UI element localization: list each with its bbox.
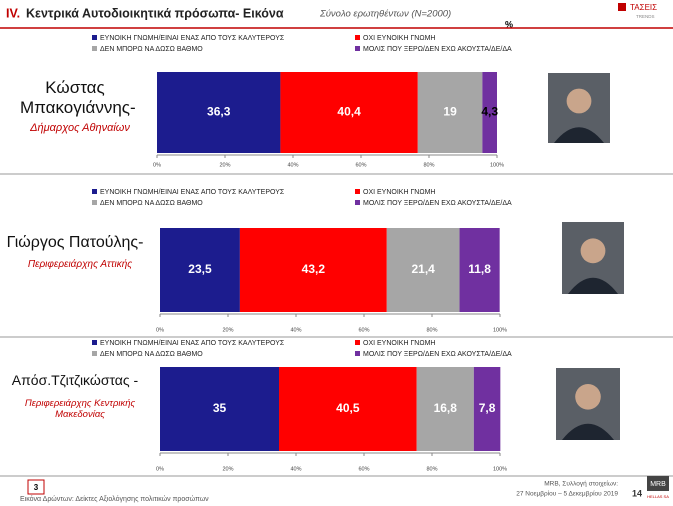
value-label: 4,3 — [481, 105, 498, 119]
x-tick-label: 20% — [222, 327, 233, 333]
unit: % — [505, 19, 513, 29]
x-tick-label: 100% — [490, 162, 504, 168]
bar-segment — [386, 228, 460, 312]
title-number: IV. — [6, 6, 20, 20]
legend-swatch — [355, 340, 360, 345]
x-tick-label: 80% — [423, 162, 434, 168]
photo-body — [554, 127, 604, 143]
value-label: 36,3 — [207, 105, 231, 119]
value-label: 16,8 — [434, 401, 458, 415]
value-label: 19 — [443, 105, 457, 119]
legend-swatch — [355, 351, 360, 356]
x-tick-label: 0% — [156, 327, 164, 333]
x-tick-label: 0% — [153, 162, 161, 168]
x-tick-label: 100% — [493, 327, 507, 333]
legend-label: ΟΧΙ ΕΥΝΟΙΚΗ ΓΝΩΜΗ — [363, 189, 436, 196]
page-box — [27, 479, 45, 495]
logo-sub: TRENDS — [636, 14, 655, 19]
legend-label: ΔΕΝ ΜΠΟΡΩ ΝΑ ΔΩΣΩ ΒΑΘΜΟ — [100, 351, 203, 358]
x-tick-label: 40% — [287, 162, 298, 168]
value-label: 40,5 — [336, 401, 360, 415]
value-label: 35 — [213, 401, 227, 415]
legend-swatch — [355, 35, 360, 40]
x-tick-label: 40% — [290, 466, 301, 472]
value-label: 11,8 — [468, 262, 491, 276]
person-role: Περιφερειάρχης Κεντρικής Μακεδονίας — [24, 398, 136, 420]
x-tick-label: 40% — [290, 327, 301, 333]
footer-source: MRB, Συλλογή στοιχείων: — [544, 480, 618, 488]
photo-head — [580, 238, 606, 264]
bar-segment — [416, 367, 474, 451]
legend-label: ΜΟΛΙΣ ΠΟΥ ΞΕΡΩ/ΔΕΝ ΕΧΩ ΑΚΟΥΣΤΑ/ΔΕ/ΔΑ — [363, 200, 512, 207]
bar-segment — [417, 72, 483, 153]
legend-swatch — [92, 200, 97, 205]
photo-body — [568, 277, 618, 294]
legend-label: ΜΟΛΙΣ ΠΟΥ ΞΕΡΩ/ΔΕΝ ΕΧΩ ΑΚΟΥΣΤΑ/ΔΕ/ΔΑ — [363, 46, 512, 53]
bar-segment — [279, 367, 417, 451]
value-label: 43,2 — [302, 262, 326, 276]
legend-swatch — [92, 189, 97, 194]
legend-swatch — [92, 351, 97, 356]
legend-label: ΕΥΝΟΙΚΗ ΓΝΩΜΗ/ΕΙΝΑΙ ΕΝΑΣ ΑΠΟ ΤΟΥΣ ΚΑΛΥΤΕ… — [100, 35, 285, 42]
page-number: 14 — [632, 488, 642, 498]
footer-dates: 27 Νοεμβρίου – 5 Δεκεμβρίου 2019 — [516, 490, 618, 498]
value-label: 23,5 — [188, 262, 212, 276]
x-tick-label: 60% — [358, 466, 369, 472]
bar-segment — [160, 228, 240, 312]
legend-swatch — [92, 35, 97, 40]
x-tick-label: 80% — [426, 466, 437, 472]
x-tick-label: 80% — [426, 327, 437, 333]
x-tick-label: 20% — [219, 162, 230, 168]
value-label: 21,4 — [411, 262, 435, 276]
photo-body — [562, 423, 614, 440]
mrb-logo-box — [647, 476, 669, 491]
title: Κεντρικά Αυτοδιοικητικά πρόσωπα- Εικόνα — [26, 6, 284, 20]
footer-caption: Εικόνα Δρώντων: Δείκτες Αξιολόγησης πολι… — [20, 495, 209, 503]
logo: ΤΑΣΕΙΣ — [630, 3, 657, 12]
logo-mark — [618, 3, 626, 11]
bar-segment — [482, 72, 497, 153]
bar-segment — [160, 367, 279, 451]
legend-label: ΟΧΙ ΕΥΝΟΙΚΗ ΓΝΩΜΗ — [363, 340, 436, 347]
mrb-logo: MRB — [650, 481, 666, 488]
legend-label: ΜΟΛΙΣ ΠΟΥ ΞΕΡΩ/ΔΕΝ ΕΧΩ ΑΚΟΥΣΤΑ/ΔΕ/ΔΑ — [363, 351, 512, 358]
person-name: Κώστας Μπακογιάννης- — [20, 78, 136, 118]
legend-swatch — [355, 46, 360, 51]
bar-segment — [157, 72, 281, 153]
bar-segment — [239, 228, 387, 312]
legend-swatch — [355, 189, 360, 194]
legend-label: ΟΧΙ ΕΥΝΟΙΚΗ ΓΝΩΜΗ — [363, 35, 436, 42]
bar-segment — [280, 72, 418, 153]
value-label: 7,8 — [479, 401, 496, 415]
legend-label: ΕΥΝΟΙΚΗ ΓΝΩΜΗ/ΕΙΝΑΙ ΕΝΑΣ ΑΠΟ ΤΟΥΣ ΚΑΛΥΤΕ… — [100, 189, 285, 196]
photo-head — [566, 88, 592, 114]
subtitle: Σύνολο ερωτηθέντων (Ν=2000) — [319, 9, 451, 20]
legend-label: ΔΕΝ ΜΠΟΡΩ ΝΑ ΔΩΣΩ ΒΑΘΜΟ — [100, 200, 203, 207]
person-role: Δήμαρχος Αθηναίων — [30, 122, 130, 134]
x-tick-label: 0% — [156, 466, 164, 472]
legend-swatch — [92, 340, 97, 345]
person-name: Απόσ.Τζιτζικώστας - — [11, 372, 139, 388]
mrb-logo-sub: HELLAS SA — [647, 494, 669, 499]
photo-head — [575, 384, 601, 410]
bar-segment — [473, 367, 501, 451]
x-tick-label: 60% — [355, 162, 366, 168]
x-tick-label: 60% — [358, 327, 369, 333]
legend-label: ΔΕΝ ΜΠΟΡΩ ΝΑ ΔΩΣΩ ΒΑΘΜΟ — [100, 46, 203, 53]
person-name: Γιώργος Πατούλης- — [6, 234, 144, 251]
legend-swatch — [355, 200, 360, 205]
person-role: Περιφερειάρχης Αττικής — [27, 259, 133, 270]
value-label: 40,4 — [337, 105, 361, 119]
legend-swatch — [92, 46, 97, 51]
page-box-text: 3 — [34, 483, 39, 492]
bar-segment — [459, 228, 500, 312]
x-tick-label: 100% — [493, 466, 507, 472]
x-tick-label: 20% — [222, 466, 233, 472]
legend-label: ΕΥΝΟΙΚΗ ΓΝΩΜΗ/ΕΙΝΑΙ ΕΝΑΣ ΑΠΟ ΤΟΥΣ ΚΑΛΥΤΕ… — [100, 340, 285, 347]
